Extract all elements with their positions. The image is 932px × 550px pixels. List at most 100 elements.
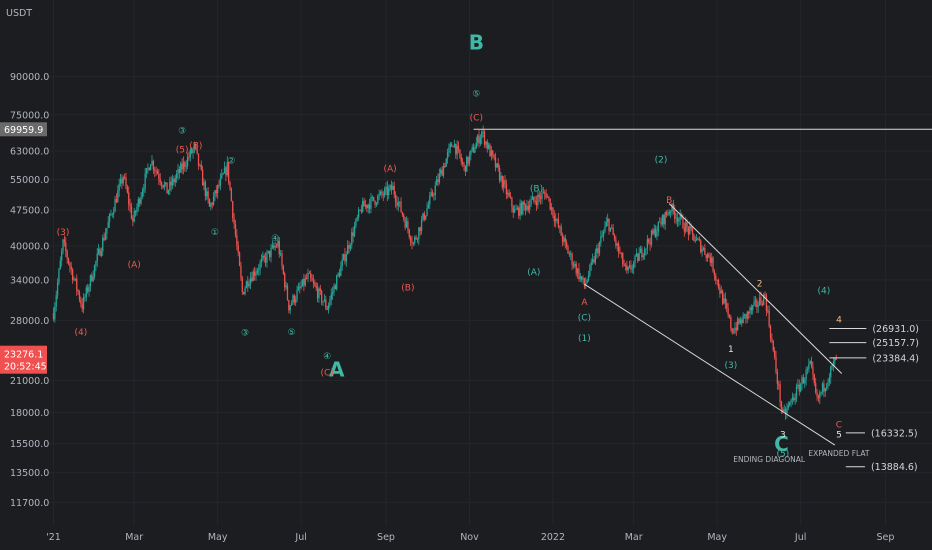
wave-label: A <box>581 298 588 308</box>
candle-body <box>304 278 306 286</box>
candle-body <box>620 253 623 254</box>
candle-body <box>815 383 817 393</box>
candle-body <box>611 227 613 229</box>
candle-body <box>575 263 577 274</box>
candle-body <box>329 299 331 306</box>
candle-body <box>535 201 538 206</box>
candle-body <box>795 386 798 399</box>
candle-body <box>325 299 327 308</box>
candle-body <box>561 235 564 242</box>
candle-body <box>284 273 286 288</box>
candle-body <box>435 179 438 186</box>
candle-body <box>338 273 341 277</box>
candle-body <box>277 240 279 247</box>
candle-body <box>731 328 733 333</box>
wave-label: B <box>666 196 672 206</box>
candle-body <box>737 318 739 331</box>
candle-body <box>408 229 410 237</box>
candle-body <box>601 235 603 237</box>
candle-body <box>598 242 601 254</box>
candle-body <box>357 209 360 218</box>
candle-body <box>708 253 710 258</box>
candle-body <box>363 200 365 207</box>
candle-body <box>336 275 338 290</box>
candle-body <box>475 142 477 149</box>
candle-body <box>223 167 226 174</box>
candle-body <box>245 281 248 288</box>
candle-body <box>249 277 252 284</box>
candle-body <box>390 185 393 190</box>
candle-body <box>732 332 735 334</box>
candle-body <box>631 268 633 270</box>
candle-body <box>641 248 643 257</box>
candle-body <box>691 228 694 234</box>
candle-body <box>360 209 363 212</box>
candle-body <box>831 365 833 367</box>
candle-body <box>70 266 72 270</box>
candle-body <box>648 239 650 243</box>
candle-body <box>170 181 172 186</box>
candle-body <box>221 174 223 178</box>
candle-body <box>470 150 472 156</box>
fib-level-label: (25157.7) <box>872 338 919 349</box>
current-price-tag <box>0 345 47 374</box>
candle-body <box>607 218 609 222</box>
candle-body <box>591 259 594 263</box>
candle-body <box>141 191 144 197</box>
candle-body <box>54 306 56 320</box>
candle-body <box>516 207 519 210</box>
candle-body <box>174 178 176 183</box>
candle-body <box>487 144 490 149</box>
candle-body <box>793 397 795 401</box>
candle-body <box>200 164 202 170</box>
candle-body <box>267 250 269 253</box>
candle-body <box>608 218 610 232</box>
candle-body <box>730 316 732 329</box>
x-tick-label: '21 <box>46 532 61 543</box>
candle-body <box>812 367 814 375</box>
candle-body <box>160 182 163 186</box>
candle-body <box>440 169 442 174</box>
candle-body <box>544 192 546 194</box>
candle-body <box>542 192 545 194</box>
candle-body <box>353 226 356 237</box>
candle-body <box>92 276 94 281</box>
candle-body <box>743 313 746 315</box>
candle-body <box>773 350 776 357</box>
current-price-label: 23276.1 <box>4 350 43 361</box>
candle-body <box>717 280 720 288</box>
candle-body <box>504 180 506 184</box>
wave-label: (4) <box>818 287 831 297</box>
candle-body <box>799 384 802 392</box>
candle-body <box>156 171 159 175</box>
candle-body <box>824 387 826 392</box>
candle-body <box>152 160 155 170</box>
candle-body <box>73 279 75 281</box>
candle-body <box>704 248 706 255</box>
candle-body <box>104 233 107 240</box>
candle-body <box>139 199 141 204</box>
candle-body <box>253 271 256 276</box>
trend-line[interactable] <box>584 283 836 446</box>
candle-body <box>738 318 740 324</box>
candle-body <box>418 227 420 240</box>
trend-line[interactable] <box>668 203 843 374</box>
x-tick-label: May <box>208 532 228 543</box>
candle-body <box>574 263 576 267</box>
candle-body <box>819 392 821 399</box>
candle-body <box>192 148 194 154</box>
candle-body <box>764 294 766 296</box>
candle-body <box>758 297 761 306</box>
x-tick-label: Jul <box>794 532 806 543</box>
candle-body <box>55 295 57 307</box>
candle-body <box>171 178 174 186</box>
wave-label: (B) <box>530 184 543 194</box>
candle-body <box>341 259 343 267</box>
candle-body <box>67 258 70 264</box>
candle-body <box>177 169 179 174</box>
candle-body <box>583 278 586 287</box>
candle-body <box>84 297 86 298</box>
candle-body <box>227 162 230 182</box>
wave-label: (4) <box>74 328 87 338</box>
